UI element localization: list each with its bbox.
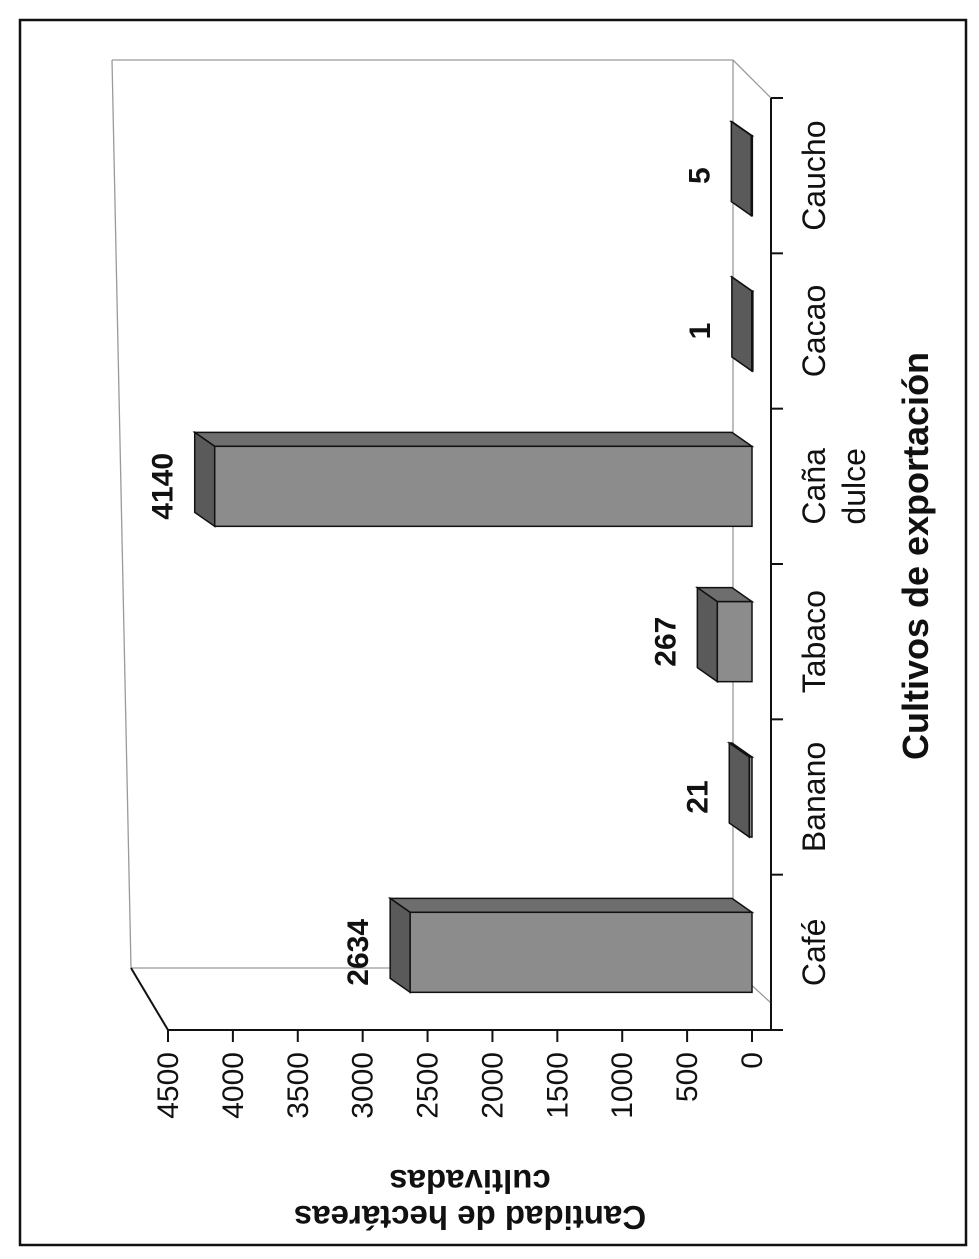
value-tick-label: 0 <box>736 1052 769 1069</box>
value-tick-label: 4500 <box>152 1052 185 1119</box>
value-tick-label: 1000 <box>606 1052 639 1119</box>
value-tick-label: 2500 <box>412 1052 445 1119</box>
bar-front-face <box>716 600 753 683</box>
value-axis-title: Cantidad de hectáreas cultivadas <box>294 1163 646 1236</box>
bar-1 <box>726 741 755 839</box>
value-tick-label: 500 <box>671 1052 704 1102</box>
category-axis: Café Banano Tabaco Caña dulce Cacao Caucho <box>771 97 872 1031</box>
axes <box>130 98 772 1031</box>
bar-3 <box>192 430 755 528</box>
data-label-2: 267 <box>649 617 682 667</box>
value-axis-title-line-1: Cantidad de hectáreas <box>294 1199 646 1236</box>
value-tick-label: 4000 <box>217 1052 250 1119</box>
bar-front-face <box>750 134 754 217</box>
bar-end-face <box>193 430 216 528</box>
page-frame <box>18 18 968 1247</box>
value-tick-label: 2000 <box>476 1052 509 1119</box>
bar-end-face <box>731 275 753 373</box>
category-label-3: Caña <box>796 448 832 525</box>
value-axis-title-line-2: cultivadas <box>389 1163 550 1200</box>
bar-end-face <box>728 741 751 839</box>
bar-front-face <box>751 290 754 372</box>
bar-end-face <box>696 586 719 684</box>
bar-top-face <box>387 897 755 914</box>
bar-end-face <box>389 896 411 994</box>
bar-front-face <box>213 445 753 528</box>
bars-group <box>192 120 755 994</box>
category-label-4: Cacao <box>796 285 832 378</box>
bar-4 <box>729 275 755 373</box>
bar-5 <box>728 120 755 218</box>
value-tick-label: 3000 <box>347 1052 380 1119</box>
value-tick-label: 1500 <box>541 1052 574 1119</box>
value-axis-ticks: 0 500 1000 1500 2000 2500 3000 3500 4000 4500 <box>152 1030 769 1119</box>
data-label-3: 4140 <box>147 453 180 520</box>
category-label-1: Banano <box>796 742 832 852</box>
category-label-3: dulce <box>836 448 872 525</box>
data-label-4: 1 <box>684 323 717 340</box>
plot-frame <box>111 59 772 1004</box>
category-axis-title: Cultivos de exportación <box>895 352 936 760</box>
bar-end-face <box>730 120 753 218</box>
category-label-0: Café <box>796 919 832 987</box>
category-label-2: Tabaco <box>796 590 832 693</box>
bar-2 <box>694 586 755 684</box>
data-label-0: 2634 <box>342 919 375 986</box>
bar-front-face <box>409 911 753 994</box>
value-tick-label: 3500 <box>282 1052 315 1119</box>
bar-0 <box>387 896 755 994</box>
category-label-5: Caucho <box>796 121 832 231</box>
data-label-1: 21 <box>681 780 714 813</box>
data-label-5: 5 <box>683 167 716 184</box>
bar-front-face <box>748 756 753 838</box>
bar-top-face <box>192 431 755 448</box>
